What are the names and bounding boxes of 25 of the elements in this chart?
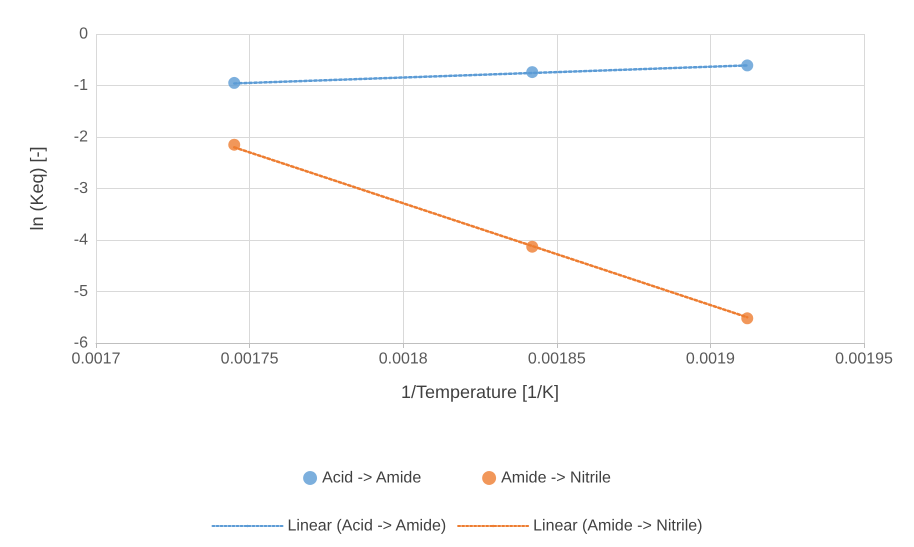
point	[228, 76, 240, 89]
point	[526, 240, 538, 253]
x-tick-label: 0.0018	[378, 350, 428, 368]
x-tick-label: 0.0017	[72, 350, 121, 368]
y-tick-label: -2	[74, 128, 88, 146]
x-tick-label: 0.00185	[528, 350, 586, 368]
point	[228, 138, 240, 151]
y-tick-label: -5	[74, 283, 88, 300]
legend-label: Amide -> Nitrile	[501, 470, 612, 486]
y-tick-label: -6	[74, 334, 88, 352]
x-tick-label: 0.0019	[686, 350, 735, 368]
legend-label: Linear (Acid -> Amide)	[288, 518, 446, 534]
x-tick-label: 0.00175	[220, 350, 279, 368]
y-tick-label: 0	[79, 26, 88, 42]
x-axis-title: 1/Temperature [1/K]	[400, 382, 560, 402]
y-axis-title: ln (Keq) [-]	[27, 146, 47, 231]
legend-label: Acid -> Amide	[322, 470, 422, 486]
x-tick-label: 0.00195	[835, 350, 894, 368]
point	[526, 66, 538, 78]
y-tick-label: -1	[74, 77, 88, 94]
point	[741, 312, 754, 324]
point	[741, 59, 754, 72]
y-tick-label: -4	[74, 232, 88, 248]
y-tick-label: -3	[74, 180, 88, 197]
legend-label: Linear (Amide -> Nitrile)	[533, 518, 703, 534]
